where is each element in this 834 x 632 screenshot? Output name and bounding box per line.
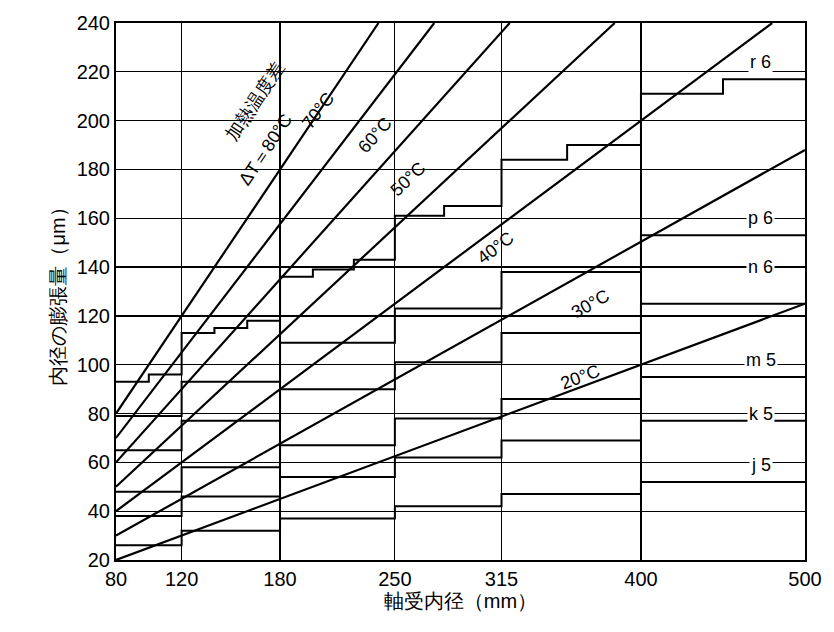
svg-text:j 5: j 5 [751, 455, 771, 475]
svg-text:120: 120 [77, 305, 110, 327]
svg-text:200: 200 [77, 110, 110, 132]
svg-text:30°C: 30°C [568, 285, 613, 322]
svg-text:k 5: k 5 [749, 404, 773, 424]
svg-text:180: 180 [77, 158, 110, 180]
svg-text:500: 500 [788, 568, 821, 590]
svg-text:加熱温度差: 加熱温度差 [222, 58, 288, 144]
svg-text:40°C: 40°C [473, 228, 517, 268]
svg-text:20°C: 20°C [558, 361, 603, 394]
svg-text:120: 120 [165, 568, 198, 590]
svg-text:内径の膨張量（μm）: 内径の膨張量（μm） [47, 197, 69, 385]
svg-text:n 6: n 6 [748, 257, 773, 277]
svg-text:140: 140 [77, 256, 110, 278]
svg-text:r 6: r 6 [750, 52, 771, 72]
svg-text:p 6: p 6 [748, 208, 773, 228]
svg-text:220: 220 [77, 61, 110, 83]
svg-text:50°C: 50°C [386, 158, 429, 200]
svg-text:80: 80 [105, 568, 127, 590]
svg-text:ΔT＝80°C: ΔT＝80°C [235, 110, 297, 189]
svg-text:40: 40 [88, 500, 110, 522]
svg-text:60: 60 [88, 451, 110, 473]
svg-text:軸受内径（mm）: 軸受内径（mm） [384, 590, 537, 612]
svg-text:240: 240 [77, 12, 110, 34]
svg-text:400: 400 [624, 568, 657, 590]
svg-text:80: 80 [88, 403, 110, 425]
svg-text:60°C: 60°C [354, 113, 396, 156]
svg-text:20: 20 [88, 549, 110, 571]
svg-text:100: 100 [77, 354, 110, 376]
svg-text:250: 250 [378, 568, 411, 590]
svg-text:m 5: m 5 [746, 350, 776, 370]
svg-text:160: 160 [77, 207, 110, 229]
svg-text:315: 315 [485, 568, 518, 590]
svg-text:70°C: 70°C [298, 89, 338, 133]
svg-text:180: 180 [263, 568, 296, 590]
